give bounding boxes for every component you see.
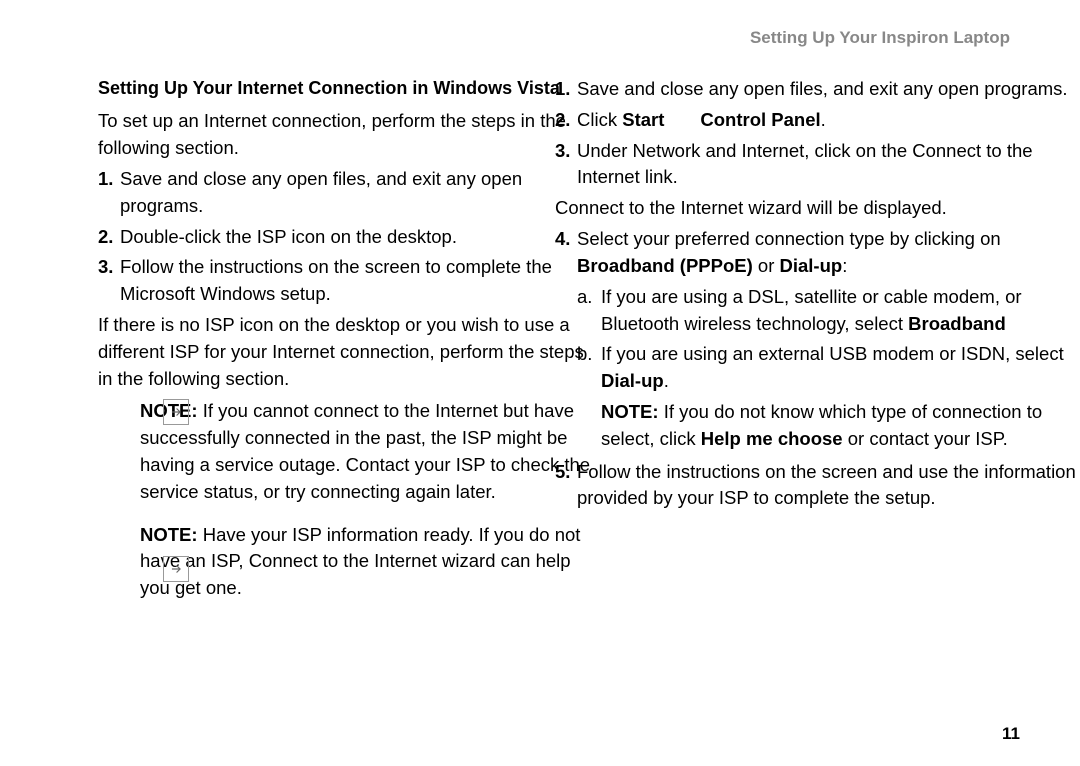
sub-text: If you are using an external USB modem o… [601,341,1080,395]
text-fragment: or [753,255,780,276]
step-number: 5. [555,459,577,513]
wizard-text: Connect to the Internet wizard will be d… [555,195,1080,222]
page-number: 11 [1002,724,1020,744]
step-text: Under Network and Internet, click on the… [577,138,1080,192]
left-column: Setting Up Your Internet Connection in W… [98,76,598,606]
text-fragment: Click [577,109,617,130]
text-fragment: . [664,370,669,391]
note-label: NOTE: [601,401,659,422]
text-fragment: connection [755,228,844,249]
sub-text: If you are using a DSL, satellite or cab… [601,284,1080,338]
right-column: 1. Save and close any open files, and ex… [555,76,1080,516]
bold-broadband: Broadband [908,313,1006,334]
text-fragment: If you are using an external USB modem o… [601,343,1064,364]
text-fragment: click [815,140,851,161]
text-fragment: : [842,255,847,276]
step-text: Double-click the ISP icon on the desktop… [120,224,598,251]
step-number: 2. [98,224,120,251]
note-text: Have your ISP information ready. If you … [140,524,580,599]
section-title: Setting Up Your Internet Connection in W… [98,76,598,100]
r-step-5: 5. Follow the instructions on the screen… [555,459,1080,513]
no-icon-text: If there is no ISP icon on the desktop o… [98,312,598,392]
step-text: Select your preferred connection type by… [577,226,1080,280]
step-text: Follow the instructions on the screen an… [577,459,1080,513]
sub-letter: a. [577,284,601,338]
bold-control-panel: Control Panel [700,109,820,130]
sub-letter: b. [577,341,601,395]
r-step-3: 3. Under Network and Internet, click on … [555,138,1080,192]
note-text: or contact your ISP. [843,428,1008,449]
text-fragment: Under Network and Internet, [577,140,809,161]
spacer [664,109,700,130]
step-text: Click Start Control Panel. [577,107,1080,134]
text-fragment: Select your preferred [577,228,750,249]
page-header: Setting Up Your Inspiron Laptop [0,28,1080,48]
intro-text: To set up an Internet connection, perfor… [98,108,598,162]
step-number: 1. [98,166,120,220]
step-1: 1. Save and close any open files, and ex… [98,166,598,220]
step-number: 4. [555,226,577,280]
sub-b: b. If you are using an external USB mode… [555,341,1080,395]
note-icon [163,556,189,582]
note-label: NOTE: [140,524,198,545]
bold-dialup: Dial-up [780,255,843,276]
step-text: Save and close any open files, and exit … [120,166,598,220]
r-step-2: 2. Click Start Control Panel. [555,107,1080,134]
sub-a: a. If you are using a DSL, satellite or … [555,284,1080,338]
r-step-4: 4. Select your preferred connection type… [555,226,1080,280]
step-text: Follow the instructions on the screen to… [120,254,598,308]
note-right: NOTE: If you do not know which type of c… [555,399,1080,453]
step-3: 3. Follow the instructions on the screen… [98,254,598,308]
text-fragment: . [821,109,826,130]
step-number: 3. [555,138,577,192]
note-text: If you cannot connect [198,400,379,421]
step-number: 1. [555,76,577,103]
note-icon [163,399,189,425]
step-number: 2. [555,107,577,134]
bold-help-me-choose: Help me choose [701,428,843,449]
bold-start: Start [622,109,664,130]
step-2: 2. Double-click the ISP icon on the desk… [98,224,598,251]
r-step-1: 1. Save and close any open files, and ex… [555,76,1080,103]
bold-broadband: Broadband (PPPoE) [577,255,753,276]
step-text: Save and close any open files, and exit … [577,76,1080,103]
text-fragment: Internet [272,341,335,362]
text-fragment: type by clicking on [844,228,1000,249]
bold-dialup: Dial-up [601,370,664,391]
step-number: 3. [98,254,120,308]
